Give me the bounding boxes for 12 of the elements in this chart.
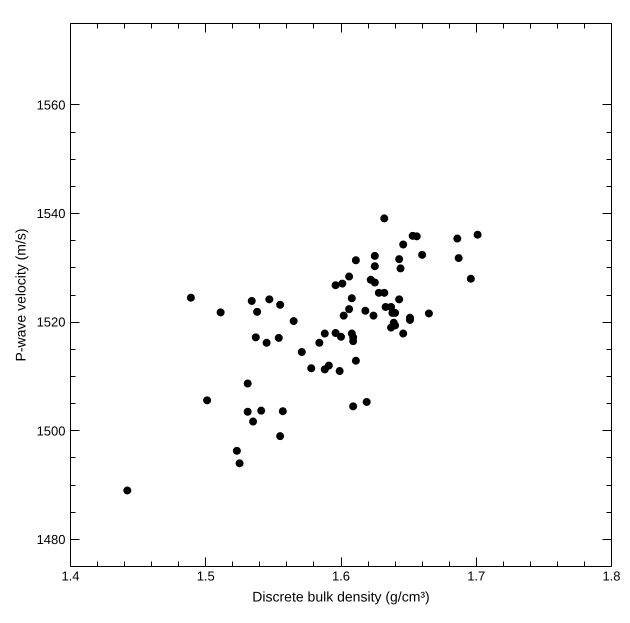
y-tick-label: 1480: [36, 532, 66, 547]
y-tick-label: 1500: [36, 423, 66, 438]
x-tick-label: 1.4: [61, 568, 80, 584]
y-tick-label: 1540: [36, 206, 66, 222]
x-tick-label: 1.7: [467, 568, 486, 584]
x-tick-label: 1.6: [332, 568, 350, 584]
y-tick-label: 1520: [36, 314, 66, 330]
y-tick-label: 1560: [36, 97, 66, 112]
y-axis-title: P-wave velocity (m/s): [12, 228, 29, 362]
x-tick-label: 1.8: [602, 568, 621, 584]
x-axis-title: Discrete bulk density (g/cm³): [252, 588, 430, 604]
x-tick-label: 1.5: [196, 568, 215, 584]
